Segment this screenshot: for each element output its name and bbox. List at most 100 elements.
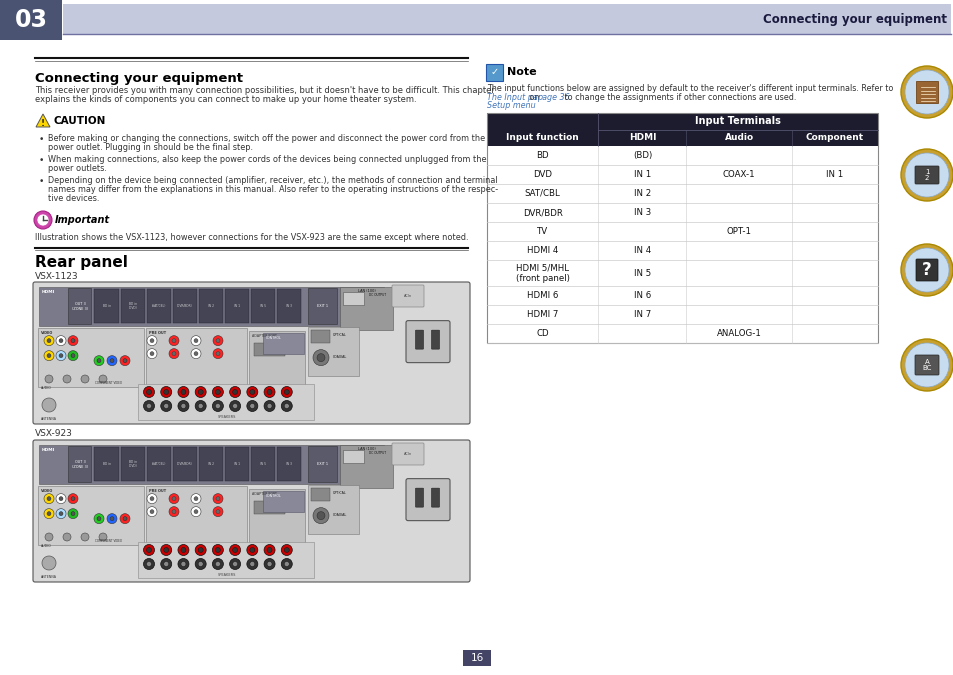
FancyBboxPatch shape xyxy=(277,446,301,481)
Circle shape xyxy=(97,516,101,520)
Circle shape xyxy=(264,387,274,398)
FancyBboxPatch shape xyxy=(312,330,330,343)
FancyBboxPatch shape xyxy=(486,260,877,286)
Circle shape xyxy=(247,400,257,412)
Circle shape xyxy=(37,214,49,226)
Text: (DVR/BDR): (DVR/BDR) xyxy=(177,462,193,466)
Text: EXIT 1: EXIT 1 xyxy=(317,462,328,466)
Text: DVR/BDR: DVR/BDR xyxy=(522,208,562,217)
Text: TV: TV xyxy=(537,227,548,236)
Text: IN 5: IN 5 xyxy=(633,269,650,277)
FancyBboxPatch shape xyxy=(340,286,393,330)
Circle shape xyxy=(213,493,223,504)
Circle shape xyxy=(900,149,952,201)
Text: CONTROL: CONTROL xyxy=(266,493,281,497)
FancyBboxPatch shape xyxy=(172,288,196,323)
FancyBboxPatch shape xyxy=(486,146,877,165)
Text: IN 1: IN 1 xyxy=(233,462,240,466)
Circle shape xyxy=(267,562,272,566)
Text: IN 1: IN 1 xyxy=(233,304,240,308)
FancyBboxPatch shape xyxy=(225,446,249,481)
Circle shape xyxy=(42,556,56,570)
FancyBboxPatch shape xyxy=(308,288,337,324)
Text: Note: Note xyxy=(506,67,536,77)
Text: IN 2: IN 2 xyxy=(208,462,213,466)
Circle shape xyxy=(181,547,186,553)
Circle shape xyxy=(215,389,220,394)
Circle shape xyxy=(284,562,289,566)
Circle shape xyxy=(230,400,240,412)
FancyBboxPatch shape xyxy=(416,330,423,349)
Circle shape xyxy=(59,354,63,358)
Circle shape xyxy=(107,356,117,366)
Circle shape xyxy=(900,339,952,391)
FancyBboxPatch shape xyxy=(263,333,304,354)
Text: Important: Important xyxy=(55,215,110,225)
Text: ANTENNA: ANTENNA xyxy=(41,575,57,579)
Circle shape xyxy=(213,387,223,398)
FancyBboxPatch shape xyxy=(38,486,144,545)
Circle shape xyxy=(215,352,220,356)
Circle shape xyxy=(147,507,157,516)
Circle shape xyxy=(143,545,154,556)
Circle shape xyxy=(110,516,113,520)
Text: !: ! xyxy=(41,119,45,128)
Circle shape xyxy=(198,404,203,408)
Circle shape xyxy=(178,387,189,398)
Text: •: • xyxy=(39,156,45,165)
FancyBboxPatch shape xyxy=(120,288,145,323)
Text: BD in: BD in xyxy=(103,304,111,308)
Circle shape xyxy=(147,349,157,358)
Text: IN 1: IN 1 xyxy=(825,170,842,179)
Circle shape xyxy=(213,545,223,556)
Text: BD in
(DVD): BD in (DVD) xyxy=(128,460,137,468)
FancyBboxPatch shape xyxy=(147,486,247,545)
FancyBboxPatch shape xyxy=(486,184,877,203)
FancyBboxPatch shape xyxy=(343,292,364,304)
Circle shape xyxy=(147,493,157,504)
Circle shape xyxy=(215,339,220,343)
Circle shape xyxy=(110,358,113,362)
Text: SPEAKERS: SPEAKERS xyxy=(217,415,235,419)
Text: (SAT/CBL): (SAT/CBL) xyxy=(152,304,166,308)
Circle shape xyxy=(68,493,78,504)
FancyBboxPatch shape xyxy=(308,327,359,377)
Circle shape xyxy=(59,339,63,343)
Circle shape xyxy=(99,375,107,383)
FancyBboxPatch shape xyxy=(199,446,223,481)
Circle shape xyxy=(34,211,52,229)
Circle shape xyxy=(172,339,175,343)
Text: (BD): (BD) xyxy=(632,151,651,160)
Text: (SAT/CBL): (SAT/CBL) xyxy=(152,462,166,466)
Text: BD in
(DVD): BD in (DVD) xyxy=(128,302,137,310)
FancyBboxPatch shape xyxy=(199,288,223,323)
FancyBboxPatch shape xyxy=(94,288,118,323)
Circle shape xyxy=(164,404,169,408)
Circle shape xyxy=(195,387,206,398)
FancyBboxPatch shape xyxy=(0,0,62,40)
Text: HDMI: HDMI xyxy=(628,134,656,142)
Circle shape xyxy=(181,389,186,394)
FancyBboxPatch shape xyxy=(462,650,491,666)
Circle shape xyxy=(230,387,240,398)
Circle shape xyxy=(178,558,189,570)
Circle shape xyxy=(147,562,152,566)
Text: IN 3: IN 3 xyxy=(633,208,650,217)
Circle shape xyxy=(120,356,130,366)
Circle shape xyxy=(904,343,948,387)
Text: AUDIO: AUDIO xyxy=(41,544,51,548)
FancyBboxPatch shape xyxy=(431,330,439,349)
Text: power outlets.: power outlets. xyxy=(48,164,107,173)
Text: HDMI: HDMI xyxy=(42,448,55,452)
Circle shape xyxy=(193,497,198,501)
Circle shape xyxy=(215,497,220,501)
Circle shape xyxy=(71,339,75,343)
Text: ?: ? xyxy=(922,261,931,279)
Text: IN 1: IN 1 xyxy=(633,170,650,179)
FancyBboxPatch shape xyxy=(254,501,285,514)
Circle shape xyxy=(198,562,203,566)
Circle shape xyxy=(150,339,153,343)
Circle shape xyxy=(215,562,220,566)
Text: IN 5: IN 5 xyxy=(260,304,266,308)
Text: COAXIAL: COAXIAL xyxy=(333,354,347,358)
